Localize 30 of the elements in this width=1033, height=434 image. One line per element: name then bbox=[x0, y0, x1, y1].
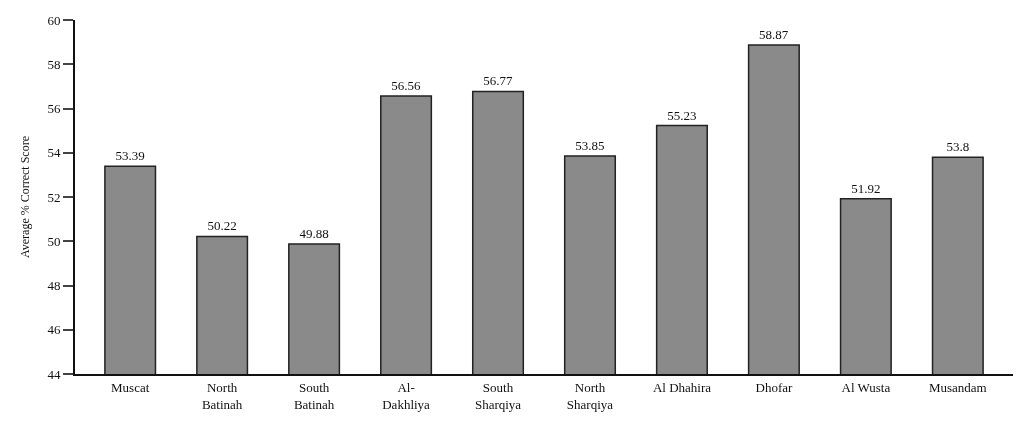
data-label: 51.92 bbox=[851, 180, 881, 196]
y-tick-label: 46 bbox=[47, 322, 61, 338]
data-label: 53.39 bbox=[115, 148, 145, 164]
data-label: 53.85 bbox=[575, 138, 605, 154]
y-tick-label: 54 bbox=[47, 145, 61, 161]
y-tick-label: 56 bbox=[47, 101, 61, 117]
y-tick-label: 60 bbox=[47, 12, 61, 28]
x-tick-label: South Batinah bbox=[293, 379, 335, 412]
data-label: 56.56 bbox=[391, 78, 421, 94]
y-tick-label: 52 bbox=[47, 189, 61, 205]
y-tick-label: 50 bbox=[47, 233, 61, 249]
y-tick-label: 44 bbox=[47, 366, 61, 382]
x-tick-label: Dhofar bbox=[755, 379, 793, 395]
data-label: 58.87 bbox=[759, 27, 789, 42]
data-label: 55.23 bbox=[667, 107, 697, 123]
x-tick-label: Musandam bbox=[928, 379, 987, 395]
data-label: 49.88 bbox=[299, 225, 329, 241]
y-tick-label: 48 bbox=[47, 278, 61, 294]
data-label: 56.77 bbox=[483, 73, 513, 89]
x-tick-label: Al Wusta bbox=[841, 379, 891, 395]
x-tick-label: North Sharqiya bbox=[566, 379, 614, 412]
x-tick-label: South Sharqiya bbox=[474, 379, 522, 412]
data-label: 50.22 bbox=[207, 218, 237, 234]
data-label: 53.8 bbox=[946, 139, 970, 155]
y-tick-label: 58 bbox=[47, 56, 61, 72]
x-tick-label: Al Dhahira bbox=[652, 379, 712, 395]
x-tick-label: Al- Dakhliya bbox=[382, 379, 431, 412]
x-tick-label: Muscat bbox=[111, 379, 150, 395]
x-tick-label: North Batinah bbox=[201, 379, 243, 412]
y-axis-title: Average % Correct Score bbox=[18, 135, 33, 259]
